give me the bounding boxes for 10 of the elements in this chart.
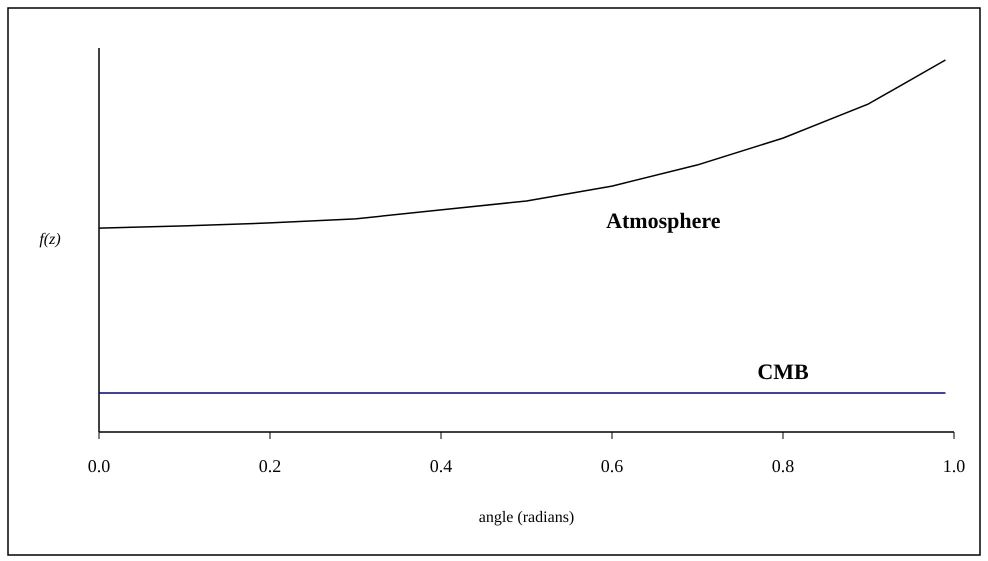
x-axis-title: angle (radians) xyxy=(478,509,574,526)
y-axis-title: f(z) xyxy=(39,231,61,248)
x-tick-label: 1.0 xyxy=(942,456,966,476)
series-label: CMB xyxy=(757,358,809,384)
x-tick-label: 0.6 xyxy=(600,456,624,476)
x-tick-label: 0.2 xyxy=(258,456,282,476)
x-tick-label: 0.8 xyxy=(772,456,794,476)
series-label: Atmosphere xyxy=(606,208,721,234)
x-tick-label: 0.0 xyxy=(88,456,110,476)
x-tick-label: 0.4 xyxy=(430,456,452,476)
